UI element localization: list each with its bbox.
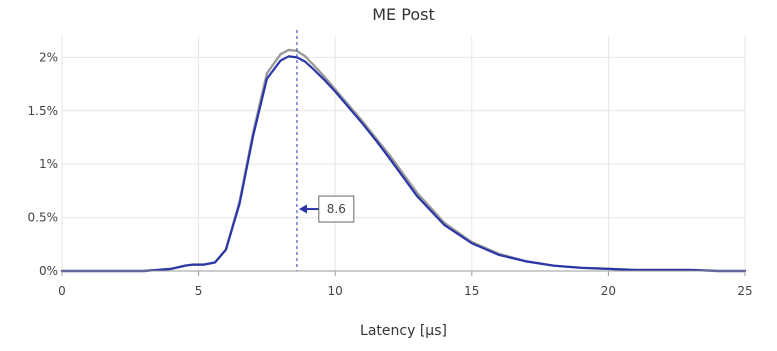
series-line-1 (60, 48, 747, 273)
tick-layer: 0 5 10 15 20 25 0% 0.5% 1% 1.5% 2% (28, 50, 753, 298)
x-tick-label: 25 (737, 284, 752, 298)
y-tick-label: 0.5% (28, 211, 59, 225)
grid-layer (61, 36, 746, 272)
chart-title: ME Post (372, 5, 434, 24)
annotation-arrowhead (298, 204, 307, 214)
annotation-layer: 8.6 (298, 195, 355, 223)
y-tick-label: 1% (39, 157, 58, 171)
annotation-text: 8.6 (327, 202, 346, 216)
x-tick-label: 20 (601, 284, 616, 298)
y-tick-label: 2% (39, 50, 58, 64)
x-tick-label: 10 (328, 284, 343, 298)
y-tick-label: 0% (39, 264, 58, 278)
y-tick-label: 1.5% (28, 104, 59, 118)
series-line-2 (60, 55, 747, 273)
axis-layer (61, 270, 746, 276)
x-tick-label: 5 (195, 284, 203, 298)
x-tick-label: 0 (58, 284, 66, 298)
x-tick-label: 15 (464, 284, 479, 298)
series-layer (60, 48, 747, 273)
annotation-box (318, 195, 355, 223)
x-axis-label: Latency [µs] (360, 323, 447, 339)
